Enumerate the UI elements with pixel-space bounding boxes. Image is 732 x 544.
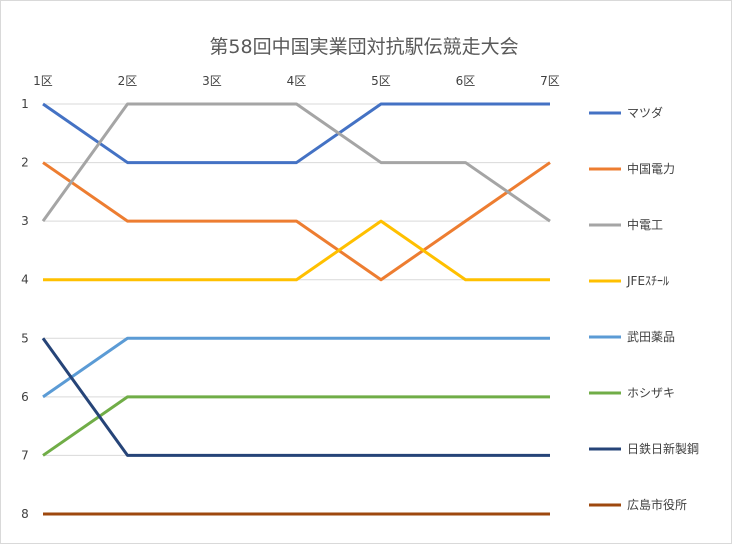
legend-item: 武田薬品 — [589, 330, 675, 344]
y-tick-label: 1 — [21, 97, 29, 111]
legend-item: ホシザキ — [589, 386, 675, 400]
y-tick-label: 7 — [21, 448, 29, 462]
y-tick-label: 3 — [21, 214, 29, 228]
y-axis-labels: 1 2 3 4 5 6 7 8 — [21, 97, 29, 521]
x-axis-labels: 1区 2区 3区 4区 5区 6区 7区 — [33, 74, 560, 88]
series-line-3 — [41, 102, 551, 223]
series-line-1 — [42, 102, 550, 165]
legend-item: 中電工 — [589, 217, 663, 232]
legend-label: 広島市役所 — [627, 497, 687, 512]
series-line-6 — [42, 395, 550, 457]
series-line-4 — [43, 219, 550, 282]
legend-label: マツダ — [627, 105, 663, 120]
x-tick-label: 1区 — [33, 74, 53, 88]
legend-item: JFEｽﾁｰﾙ — [589, 274, 669, 288]
legend-item: マツダ — [589, 105, 663, 120]
x-tick-label: 7区 — [540, 74, 560, 88]
x-tick-label: 6区 — [456, 74, 476, 88]
legend-label: JFEｽﾁｰﾙ — [626, 274, 669, 288]
y-tick-label: 6 — [21, 390, 29, 404]
chart-title: 第58回中国実業団対抗駅伝競走大会 — [209, 36, 518, 58]
x-tick-label: 3区 — [202, 74, 222, 88]
legend-label: 中電工 — [627, 217, 663, 232]
series-line-5 — [42, 336, 550, 399]
legend-label: 日鉄日新製鋼 — [627, 441, 699, 456]
y-tick-label: 4 — [21, 273, 29, 287]
legend-item: 日鉄日新製鋼 — [589, 441, 699, 456]
series-line-2 — [42, 161, 551, 282]
x-tick-label: 4区 — [287, 74, 307, 88]
series-line-7 — [41, 337, 550, 457]
gridlines — [43, 103, 550, 515]
legend-label: ホシザキ — [627, 386, 675, 400]
legend-label: 武田薬品 — [627, 330, 675, 344]
y-tick-label: 8 — [21, 507, 29, 521]
series-lines — [41, 102, 551, 516]
y-tick-label: 5 — [21, 331, 29, 345]
legend-item: 広島市役所 — [589, 497, 687, 512]
legend-item: 中国電力 — [589, 161, 675, 176]
x-tick-label: 2区 — [118, 74, 138, 88]
y-tick-label: 2 — [21, 156, 29, 170]
x-tick-label: 5区 — [371, 74, 391, 88]
legend-label: 中国電力 — [627, 161, 675, 176]
